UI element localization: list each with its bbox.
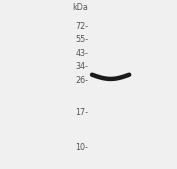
Text: 10-: 10- (76, 142, 88, 152)
Text: 72-: 72- (75, 22, 88, 31)
Text: 34-: 34- (76, 62, 88, 71)
Text: 43-: 43- (76, 49, 88, 58)
Text: kDa: kDa (73, 3, 88, 12)
Text: 17-: 17- (76, 108, 88, 117)
Text: 26-: 26- (76, 76, 88, 85)
Text: 55-: 55- (75, 35, 88, 44)
